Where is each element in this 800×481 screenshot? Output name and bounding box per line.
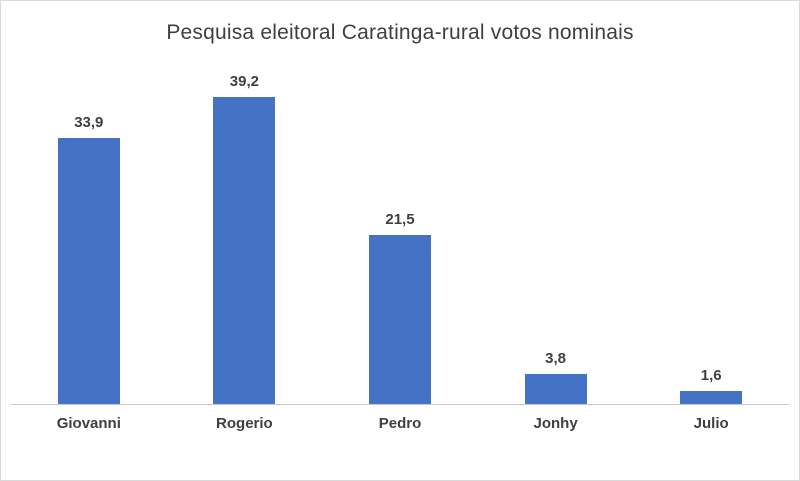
category-label: Jonhy (533, 415, 578, 432)
bar-column: 33,9 (11, 59, 167, 404)
bar-column: 21,5 (322, 59, 478, 404)
bar-value-label: 1,6 (700, 367, 722, 384)
plot-area: 33,9 39,2 21,5 3,8 1,6 (11, 59, 789, 405)
bar-column: 1,6 (633, 59, 789, 404)
bar-value-label: 21,5 (385, 211, 415, 228)
bar (213, 97, 276, 404)
chart-title: Pesquisa eleitoral Caratinga-rural votos… (166, 21, 634, 44)
bar (680, 391, 743, 404)
bar-value-label: 39,2 (229, 73, 259, 90)
bar-value-label: 3,8 (545, 350, 566, 367)
bar-value-label: 33,9 (74, 114, 104, 131)
bar-column: 39,2 (167, 59, 323, 404)
bar (524, 374, 587, 404)
bar (57, 138, 120, 404)
bar (368, 235, 431, 404)
category-label: Giovanni (56, 415, 121, 432)
category-label: Rogerio (216, 415, 273, 432)
category-label: Pedro (378, 415, 422, 432)
category-label: Julio (693, 415, 729, 432)
x-axis-labels: Giovanni Rogerio Pedro Jonhy Julio (11, 405, 789, 432)
bar-column: 3,8 (478, 59, 634, 404)
